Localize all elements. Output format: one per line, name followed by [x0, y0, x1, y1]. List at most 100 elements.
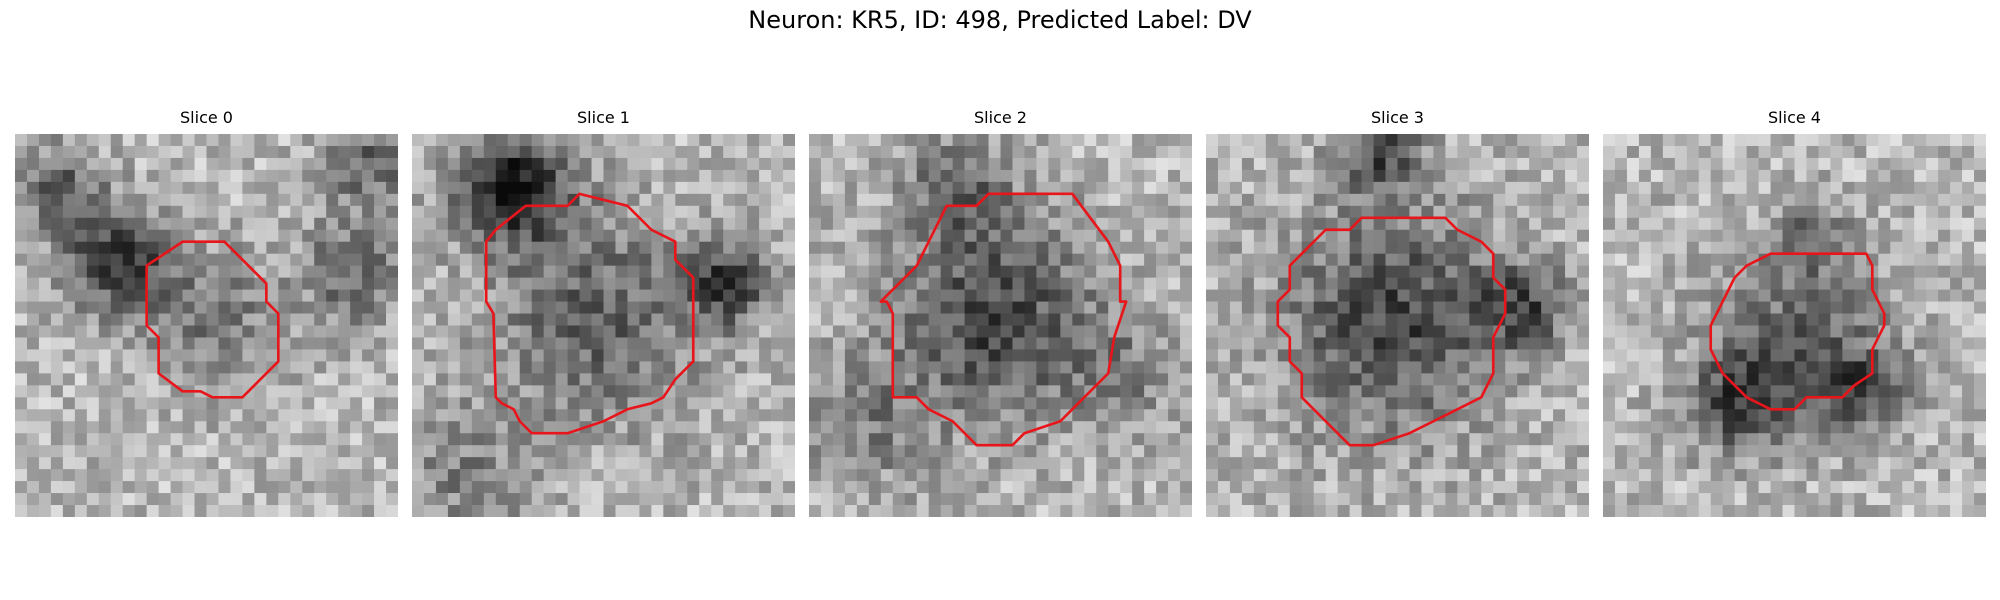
image-pixel — [519, 301, 533, 314]
image-pixel — [1048, 337, 1061, 350]
image-pixel — [1974, 169, 1986, 183]
image-pixel — [1036, 193, 1049, 207]
image-pixel — [832, 325, 846, 338]
image-pixel — [904, 349, 918, 362]
image-pixel — [663, 241, 676, 255]
image-pixel — [687, 409, 700, 422]
image-pixel — [435, 325, 449, 338]
image-pixel — [483, 169, 497, 183]
image-pixel — [928, 373, 942, 386]
image-pixel — [1206, 385, 1219, 398]
image-pixel — [459, 145, 473, 159]
image-pixel — [1770, 265, 1783, 278]
image-pixel — [1421, 505, 1434, 517]
image-pixel — [1144, 349, 1157, 362]
image-pixel — [1060, 229, 1073, 243]
image-pixel — [928, 361, 942, 374]
image-pixel — [1325, 385, 1339, 398]
image-pixel — [1072, 457, 1085, 470]
image-pixel — [1614, 217, 1628, 231]
image-pixel — [1686, 229, 1700, 243]
image-pixel — [1313, 493, 1327, 506]
image-pixel — [1132, 361, 1145, 374]
image-pixel — [1108, 217, 1121, 231]
image-pixel — [1385, 217, 1398, 231]
image-pixel — [1782, 181, 1795, 195]
image-pixel — [1445, 385, 1458, 398]
image-pixel — [1529, 193, 1542, 207]
image-pixel — [1529, 217, 1542, 231]
image-pixel — [1674, 301, 1688, 314]
image-pixel — [1577, 337, 1589, 350]
image-pixel — [1217, 241, 1231, 255]
image-pixel — [531, 325, 545, 338]
image-pixel — [1397, 289, 1410, 302]
image-pixel — [1662, 241, 1676, 255]
image-pixel — [1361, 397, 1374, 410]
image-pixel — [1156, 349, 1169, 362]
image-pixel — [892, 349, 906, 362]
image-pixel — [483, 361, 497, 374]
image-pixel — [832, 241, 846, 255]
image-pixel — [1866, 445, 1879, 458]
image-pixel — [1180, 169, 1192, 183]
image-pixel — [1674, 325, 1688, 338]
image-pixel — [338, 337, 351, 350]
image-pixel — [1806, 229, 1819, 243]
image-pixel — [1012, 313, 1025, 326]
image-pixel — [1674, 229, 1688, 243]
image-pixel — [278, 445, 291, 458]
image-pixel — [1577, 493, 1589, 506]
image-pixel — [988, 205, 1001, 219]
image-pixel — [591, 169, 604, 183]
image-pixel — [904, 241, 918, 255]
image-pixel — [1253, 241, 1267, 255]
image-pixel — [1722, 361, 1736, 374]
image-pixel — [1806, 205, 1819, 219]
image-pixel — [1698, 433, 1712, 446]
image-pixel — [1156, 481, 1169, 494]
image-pixel — [1421, 301, 1434, 314]
image-pixel — [471, 289, 485, 302]
image-pixel — [386, 217, 398, 231]
image-pixel — [531, 217, 545, 231]
image-pixel — [1529, 289, 1542, 302]
image-pixel — [1445, 205, 1458, 219]
image-pixel — [1289, 433, 1303, 446]
image-pixel — [880, 493, 894, 506]
image-pixel — [38, 361, 52, 374]
image-pixel — [1698, 253, 1712, 267]
image-pixel — [1168, 373, 1181, 386]
image-pixel — [1120, 397, 1133, 410]
image-pixel — [134, 277, 148, 290]
image-pixel — [374, 313, 387, 326]
image-pixel — [1481, 265, 1494, 278]
image-pixel — [1289, 134, 1303, 147]
image-pixel — [74, 181, 88, 195]
image-pixel — [1722, 409, 1736, 422]
image-pixel — [266, 373, 279, 386]
image-pixel — [62, 265, 76, 278]
image-pixel — [1421, 157, 1434, 171]
image-pixel — [964, 134, 977, 147]
image-pixel — [1734, 169, 1747, 183]
image-pixel — [86, 253, 100, 267]
image-pixel — [615, 229, 628, 243]
image-pixel — [603, 253, 616, 267]
image-pixel — [1084, 325, 1097, 338]
image-pixel — [1758, 169, 1771, 183]
image-pixel — [603, 457, 616, 470]
image-pixel — [1337, 373, 1350, 386]
image-pixel — [459, 301, 473, 314]
image-pixel — [1517, 421, 1530, 434]
image-pixel — [1024, 445, 1037, 458]
image-pixel — [1217, 337, 1231, 350]
image-pixel — [1120, 313, 1133, 326]
image-pixel — [1469, 325, 1482, 338]
image-pixel — [1096, 337, 1109, 350]
image-pixel — [495, 493, 509, 506]
image-pixel — [459, 229, 473, 243]
image-pixel — [952, 265, 965, 278]
image-pixel — [1698, 229, 1712, 243]
image-pixel — [844, 145, 858, 159]
